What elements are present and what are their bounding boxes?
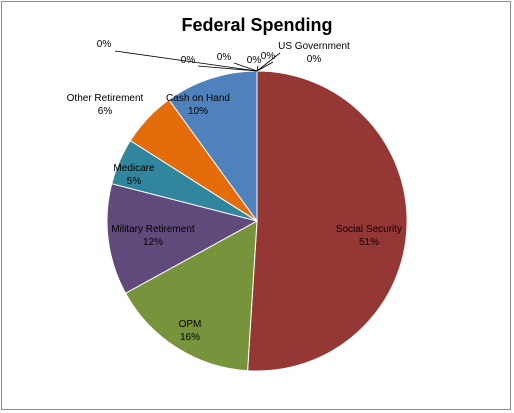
data-label-zero-7: 0% <box>181 55 196 66</box>
leader-lines <box>114 50 281 72</box>
data-label-zero-10: 0% <box>261 51 276 62</box>
data-label-zero-6: 0% <box>97 39 112 50</box>
leader-line-us-government <box>256 52 281 72</box>
pie-slice-military-retirement <box>106 183 259 294</box>
data-label-medicare: Medicare 5% <box>113 163 155 187</box>
leader-line-zero-10 <box>256 61 274 72</box>
data-label-cash-on-hand: Cash on Hand 10% <box>166 93 230 117</box>
data-label-opm: OPM 16% <box>179 319 202 343</box>
chart-title: Federal Spending <box>181 15 332 35</box>
leader-line-zero-6 <box>114 50 258 72</box>
data-label-military-retirement: Military Retirement 12% <box>111 224 195 248</box>
data-label-us-government: US Government 0% <box>278 41 350 65</box>
leader-line-zero-9 <box>256 65 259 72</box>
data-label-social-security: Social Security 51% <box>336 224 402 248</box>
pie-slice-social-security <box>247 70 408 372</box>
pie-slice-opm <box>124 220 258 372</box>
data-labels: Social Security 51% OPM 16% Military Retirem… <box>67 39 402 343</box>
pie-slices <box>106 70 408 372</box>
data-label-other-retirement: Other Retirement 6% <box>67 93 144 117</box>
data-label-zero-8: 0% <box>217 52 232 63</box>
data-label-zero-9: 0% <box>247 55 262 66</box>
leader-line-zero-8 <box>233 62 258 72</box>
leader-line-zero-7 <box>197 65 258 72</box>
